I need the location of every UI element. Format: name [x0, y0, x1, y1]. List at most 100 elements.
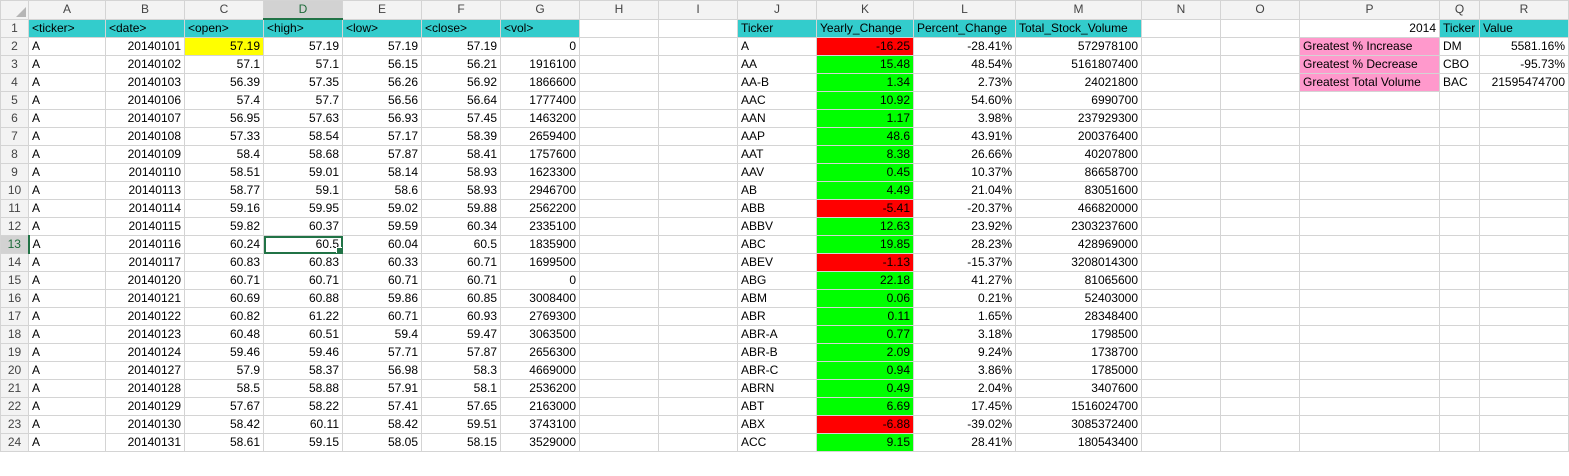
cell-j13[interactable]: ABC [737, 235, 817, 254]
cell-l15[interactable]: 41.27% [913, 271, 1016, 290]
cell-k22[interactable]: 6.69 [816, 397, 914, 416]
cell-l22[interactable]: 17.45% [913, 397, 1016, 416]
cell-k16[interactable]: 0.06 [816, 289, 914, 308]
cell-i7[interactable] [658, 127, 738, 146]
cell-h12[interactable] [579, 217, 659, 236]
cell-f9[interactable]: 58.93 [421, 163, 501, 182]
cell-q15[interactable] [1439, 271, 1480, 290]
cell-n11[interactable] [1141, 199, 1221, 218]
cell-n8[interactable] [1141, 145, 1221, 164]
cell-p17[interactable] [1299, 307, 1440, 326]
cell-c4[interactable]: 56.39 [184, 73, 264, 92]
cell-q10[interactable] [1439, 181, 1480, 200]
cell-a7[interactable]: A [28, 127, 106, 146]
cell-e5[interactable]: 56.56 [342, 91, 422, 110]
cell-i4[interactable] [658, 73, 738, 92]
cell-r12[interactable] [1479, 217, 1569, 236]
cell-c11[interactable]: 59.16 [184, 199, 264, 218]
cell-f18[interactable]: 59.47 [421, 325, 501, 344]
cell-a22[interactable]: A [28, 397, 106, 416]
cell-q8[interactable] [1439, 145, 1480, 164]
cell-a23[interactable]: A [28, 415, 106, 434]
cell-p2[interactable]: Greatest % Increase [1299, 37, 1440, 56]
cell-f2[interactable]: 57.19 [421, 37, 501, 56]
cell-r10[interactable] [1479, 181, 1569, 200]
cell-m4[interactable]: 24021800 [1015, 73, 1142, 92]
cell-q21[interactable] [1439, 379, 1480, 398]
cell-c8[interactable]: 58.4 [184, 145, 264, 164]
cell-c3[interactable]: 57.1 [184, 55, 264, 74]
cell-q14[interactable] [1439, 253, 1480, 272]
cell-g9[interactable]: 1623300 [500, 163, 580, 182]
cell-b13[interactable]: 20140116 [105, 235, 185, 254]
cell-e17[interactable]: 60.71 [342, 307, 422, 326]
cell-j3[interactable]: AA [737, 55, 817, 74]
cell-g21[interactable]: 2536200 [500, 379, 580, 398]
row-header-6[interactable]: 6 [0, 109, 29, 128]
cell-b11[interactable]: 20140114 [105, 199, 185, 218]
cell-h7[interactable] [579, 127, 659, 146]
cell-n12[interactable] [1141, 217, 1221, 236]
cell-q13[interactable] [1439, 235, 1480, 254]
row-header-9[interactable]: 9 [0, 163, 29, 182]
cell-h14[interactable] [579, 253, 659, 272]
cell-k15[interactable]: 22.18 [816, 271, 914, 290]
cell-i13[interactable] [658, 235, 738, 254]
cell-n24[interactable] [1141, 433, 1221, 452]
cell-i21[interactable] [658, 379, 738, 398]
cell-e8[interactable]: 57.87 [342, 145, 422, 164]
cell-r20[interactable] [1479, 361, 1569, 380]
cell-n10[interactable] [1141, 181, 1221, 200]
cell-o7[interactable] [1220, 127, 1300, 146]
cell-b22[interactable]: 20140129 [105, 397, 185, 416]
cell-d13[interactable]: 60.5 [263, 235, 343, 254]
cell-o12[interactable] [1220, 217, 1300, 236]
cell-l20[interactable]: 3.86% [913, 361, 1016, 380]
cell-i8[interactable] [658, 145, 738, 164]
cell-j23[interactable]: ABX [737, 415, 817, 434]
cell-k2[interactable]: -16.25 [816, 37, 914, 56]
cell-k12[interactable]: 12.63 [816, 217, 914, 236]
cell-j14[interactable]: ABEV [737, 253, 817, 272]
cell-b18[interactable]: 20140123 [105, 325, 185, 344]
cell-b20[interactable]: 20140127 [105, 361, 185, 380]
cell-n13[interactable] [1141, 235, 1221, 254]
cell-l23[interactable]: -39.02% [913, 415, 1016, 434]
cell-j5[interactable]: AAC [737, 91, 817, 110]
cell-b16[interactable]: 20140121 [105, 289, 185, 308]
column-header-i[interactable]: I [658, 0, 738, 20]
cell-e19[interactable]: 57.71 [342, 343, 422, 362]
cell-m19[interactable]: 1738700 [1015, 343, 1142, 362]
cell-n18[interactable] [1141, 325, 1221, 344]
cell-i17[interactable] [658, 307, 738, 326]
cell-l14[interactable]: -15.37% [913, 253, 1016, 272]
cell-m8[interactable]: 40207800 [1015, 145, 1142, 164]
cell-r14[interactable] [1479, 253, 1569, 272]
cell-e6[interactable]: 56.93 [342, 109, 422, 128]
cell-a20[interactable]: A [28, 361, 106, 380]
cell-j20[interactable]: ABR-C [737, 361, 817, 380]
cell-f20[interactable]: 58.3 [421, 361, 501, 380]
cell-n22[interactable] [1141, 397, 1221, 416]
cell-l9[interactable]: 10.37% [913, 163, 1016, 182]
cell-p1[interactable]: 2014 [1299, 18, 1440, 38]
cell-q19[interactable] [1439, 343, 1480, 362]
cell-q6[interactable] [1439, 109, 1480, 128]
cell-k18[interactable]: 0.77 [816, 325, 914, 344]
cell-q1[interactable]: Ticker [1439, 18, 1480, 38]
cell-l4[interactable]: 2.73% [913, 73, 1016, 92]
cell-m9[interactable]: 86658700 [1015, 163, 1142, 182]
cell-j15[interactable]: ABG [737, 271, 817, 290]
cell-a21[interactable]: A [28, 379, 106, 398]
cell-n17[interactable] [1141, 307, 1221, 326]
cell-d8[interactable]: 58.68 [263, 145, 343, 164]
cell-g23[interactable]: 3743100 [500, 415, 580, 434]
cell-g2[interactable]: 0 [500, 37, 580, 56]
cell-r22[interactable] [1479, 397, 1569, 416]
cell-e23[interactable]: 58.42 [342, 415, 422, 434]
cell-o9[interactable] [1220, 163, 1300, 182]
cell-g1[interactable]: <vol> [500, 18, 580, 38]
column-header-c[interactable]: C [184, 0, 264, 20]
cell-h9[interactable] [579, 163, 659, 182]
cell-d19[interactable]: 59.46 [263, 343, 343, 362]
